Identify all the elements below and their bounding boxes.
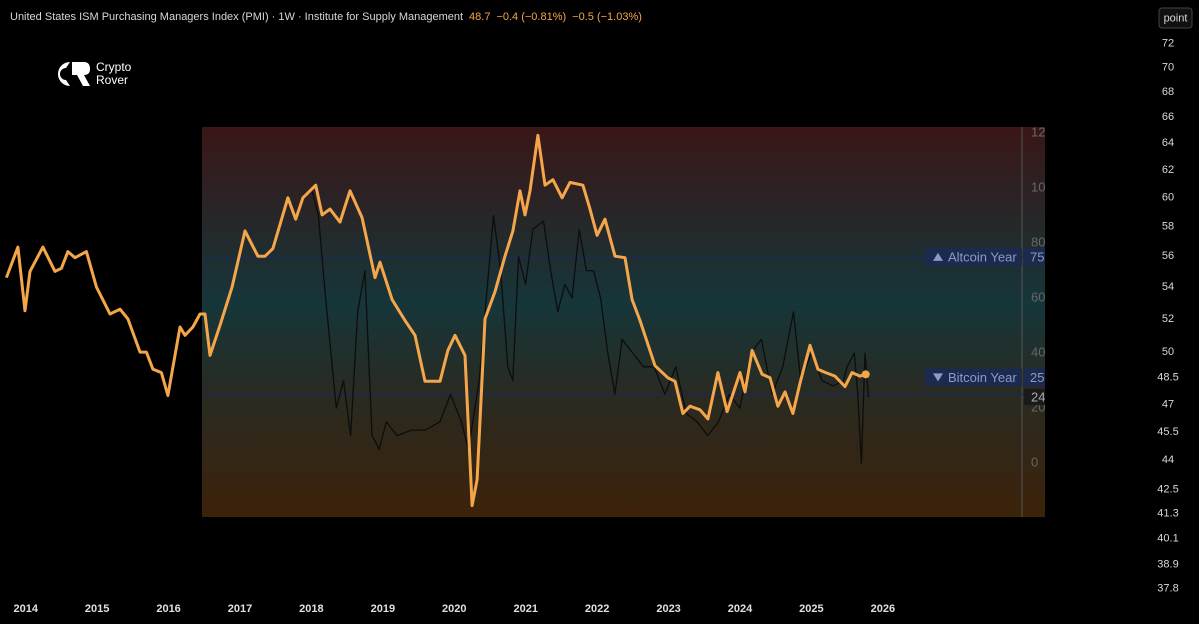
x-tick-label: 2022 xyxy=(585,603,609,615)
y-tick-label: 68 xyxy=(1162,86,1174,98)
x-tick-label: 2018 xyxy=(299,603,323,615)
y-tick-label: 41.3 xyxy=(1157,508,1178,520)
y-tick-label: 44 xyxy=(1162,454,1174,466)
annotation-value: 75 xyxy=(1030,249,1044,264)
point-button[interactable] xyxy=(1158,7,1193,29)
y-tick-label: 54 xyxy=(1162,281,1174,293)
annotation-box xyxy=(925,247,1022,266)
data-line xyxy=(4,133,867,508)
header: United States ISM Purchasing Managers In… xyxy=(10,11,642,23)
header-title: United States ISM Purchasing Managers In… xyxy=(10,11,463,23)
y-tick-label: 50 xyxy=(1162,346,1174,358)
x-tick-label: 2014 xyxy=(13,603,38,615)
x-tick-label: 2021 xyxy=(513,603,537,615)
annotation-value: 25 xyxy=(1030,370,1044,385)
y-tick-label: 12 xyxy=(1031,124,1045,139)
header-last: 48.7 xyxy=(469,11,490,23)
y-tick-label: 38.9 xyxy=(1157,558,1178,570)
last-value-label: 24 xyxy=(1031,390,1045,405)
annotation-icon xyxy=(933,252,943,261)
y-tick-label: 45.5 xyxy=(1157,426,1178,438)
annotation-icon xyxy=(933,373,943,382)
y-tick-label: 48.5 xyxy=(1157,372,1178,384)
last-point xyxy=(861,370,870,379)
logo: Crypto Rover xyxy=(58,60,132,87)
annotation-label: Altcoin Year xyxy=(948,249,1017,264)
logo-icon xyxy=(72,62,90,86)
data-line xyxy=(310,187,870,464)
y-tick-label: 60 xyxy=(1162,192,1174,204)
x-tick-label: 2025 xyxy=(799,603,823,615)
annotation-box xyxy=(925,368,1022,387)
logo-icon xyxy=(58,62,70,86)
annotation-box xyxy=(1024,247,1045,266)
point-button-label[interactable]: point xyxy=(1164,12,1188,24)
y-tick-label: 58 xyxy=(1162,220,1174,232)
logo-text: Crypto xyxy=(96,60,132,74)
logo-text: Rover xyxy=(96,73,128,87)
x-tick-label: 2020 xyxy=(442,603,466,615)
y-tick-label: 10 xyxy=(1031,179,1045,194)
x-tick-label: 2024 xyxy=(728,603,753,615)
y-tick-label: 60 xyxy=(1031,290,1045,305)
annotation-label: Bitcoin Year xyxy=(948,370,1017,385)
y-tick-label: 40.1 xyxy=(1157,533,1178,545)
x-tick-label: 2019 xyxy=(371,603,395,615)
y-tick-label: 62 xyxy=(1162,164,1174,176)
x-tick-label: 2015 xyxy=(85,603,109,615)
x-tick-label: 2026 xyxy=(871,603,895,615)
y-tick-label: 80 xyxy=(1031,235,1045,250)
y-tick-label: 52 xyxy=(1162,313,1174,325)
x-tick-label: 2017 xyxy=(228,603,252,615)
header-change: −0.5 (−1.03%) xyxy=(572,11,642,23)
y-tick-label: 47 xyxy=(1162,398,1174,410)
y-tick-label: 0 xyxy=(1031,455,1038,470)
x-tick-label: 2016 xyxy=(156,603,180,615)
y-tick-label: 40 xyxy=(1031,345,1045,360)
x-tick-label: 2023 xyxy=(656,603,680,615)
y-tick-label: 37.8 xyxy=(1157,583,1178,595)
last-value-box xyxy=(1024,389,1045,406)
annotation-box xyxy=(1024,368,1045,387)
y-tick-label: 70 xyxy=(1162,61,1174,73)
y-tick-label: 42.5 xyxy=(1157,483,1178,495)
y-tick-label: 56 xyxy=(1162,250,1174,262)
header-change: −0.4 (−0.81%) xyxy=(496,11,566,23)
y-tick-label: 72 xyxy=(1162,37,1174,49)
y-tick-label: 64 xyxy=(1162,137,1174,149)
inset-background xyxy=(202,127,1045,517)
y-tick-label: 66 xyxy=(1162,111,1174,123)
